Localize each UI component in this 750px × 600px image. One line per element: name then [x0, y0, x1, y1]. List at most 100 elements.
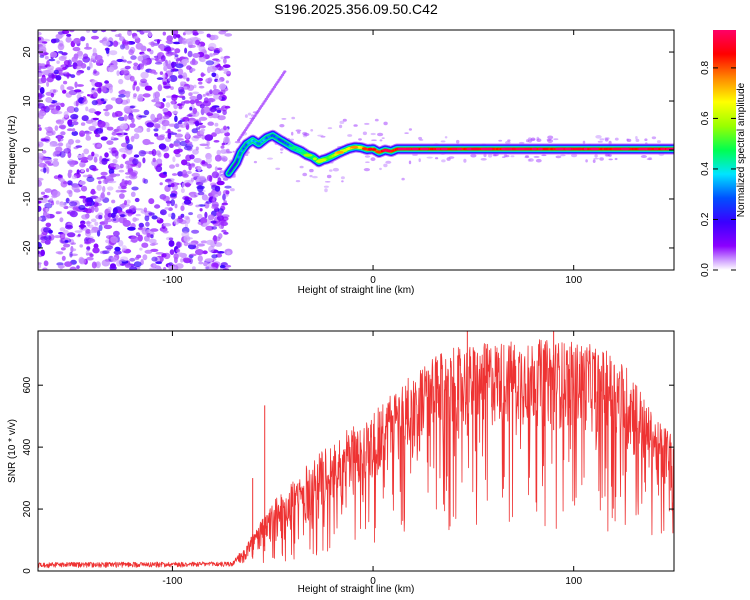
noise-blob	[42, 38, 51, 42]
faint-speck	[480, 158, 487, 161]
noise-blob	[203, 106, 211, 114]
noise-blob	[55, 211, 61, 215]
faint-speck	[365, 161, 370, 163]
colorbar-ticks: 0.0 0.2 0.4 0.6 0.8	[700, 61, 736, 277]
noise-blob	[38, 158, 42, 164]
noise-blob	[160, 209, 167, 216]
ridge-hotspot	[423, 147, 429, 151]
noise-blob	[55, 200, 60, 205]
noise-blob	[223, 231, 229, 235]
diagonal-streak-dot	[280, 73, 285, 77]
noise-blob	[202, 250, 208, 255]
ridge-hotspot	[538, 147, 543, 151]
faint-speck	[295, 180, 301, 183]
noise-blob	[59, 202, 67, 208]
noise-blob	[222, 178, 229, 181]
faint-speck	[309, 174, 313, 178]
noise-blob	[202, 100, 211, 107]
noise-blob	[91, 100, 98, 106]
faint-speck	[646, 158, 653, 161]
noise-blob	[38, 92, 43, 100]
ridge-hotspot	[456, 147, 463, 151]
noise-blob	[174, 133, 183, 138]
noise-blob	[189, 99, 196, 105]
noise-blob	[167, 128, 171, 134]
noise-blob	[195, 204, 200, 208]
noise-blob	[106, 191, 111, 196]
faint-speck	[404, 132, 409, 135]
noise-blob	[177, 215, 183, 219]
noise-blob	[168, 77, 172, 82]
noise-blob	[196, 213, 203, 219]
noise-blob	[151, 256, 158, 262]
noise-blob	[44, 55, 49, 60]
noise-blob	[104, 152, 109, 158]
faint-speck	[279, 124, 285, 128]
x-tick-label: 100	[565, 275, 582, 286]
noise-blob	[89, 229, 95, 234]
noise-blob	[53, 69, 59, 75]
noise-blob	[116, 132, 122, 136]
faint-speck	[266, 157, 274, 160]
noise-blob	[38, 141, 44, 148]
noise-blob	[159, 226, 168, 232]
noise-blob	[93, 92, 98, 98]
noise-blob	[93, 69, 97, 74]
noise-blob	[75, 145, 83, 148]
noise-blob	[208, 245, 215, 253]
noise-blob	[172, 33, 177, 39]
noise-blob	[92, 165, 97, 172]
noise-blob	[136, 254, 142, 259]
diagonal-streak-dot	[283, 70, 287, 73]
ridge-hotspot	[435, 147, 441, 151]
noise-blob	[86, 176, 95, 183]
noise-blob	[102, 185, 106, 193]
noise-blob	[96, 184, 102, 191]
noise-blob	[165, 40, 171, 44]
noise-blob	[202, 222, 209, 227]
noise-blob	[175, 263, 184, 269]
noise-blob	[71, 242, 76, 245]
ridge-hotspot	[362, 147, 368, 151]
faint-speck	[608, 158, 613, 161]
noise-blob	[157, 39, 160, 44]
noise-blob	[96, 143, 102, 148]
noise-blob	[93, 156, 98, 163]
noise-blob	[141, 242, 149, 248]
noise-blob	[74, 81, 78, 88]
spectrogram-y-label: Frequency (Hz)	[7, 116, 18, 185]
noise-blob	[185, 237, 194, 240]
ridge-hotspot	[511, 147, 516, 151]
noise-blob	[132, 83, 136, 91]
noise-blob	[89, 253, 94, 257]
noise-blob	[84, 46, 92, 50]
faint-speck	[592, 159, 596, 164]
noise-blob	[86, 66, 91, 71]
noise-blob	[92, 247, 100, 254]
noise-blob	[120, 44, 125, 50]
noise-blob	[187, 242, 196, 245]
faint-speck	[463, 158, 467, 163]
x-tick-label: 100	[565, 576, 582, 587]
faint-speck	[426, 156, 433, 159]
colorbar-tick-label: 0.8	[700, 61, 711, 75]
noise-blob	[133, 35, 139, 39]
noise-blob	[57, 142, 64, 147]
noise-blob	[122, 42, 131, 45]
noise-blob	[45, 130, 54, 136]
faint-speck	[297, 131, 301, 134]
noise-blob	[102, 250, 110, 255]
snr-frame	[37, 330, 675, 572]
noise-blob	[78, 180, 86, 185]
noise-blob	[132, 65, 139, 71]
noise-blob	[186, 84, 195, 91]
noise-blob	[223, 55, 231, 59]
noise-blob	[191, 229, 200, 234]
faint-speck	[353, 124, 358, 127]
noise-blob	[184, 182, 191, 188]
noise-blob	[154, 204, 161, 209]
x-tick-label: -100	[162, 275, 182, 286]
noise-blob	[147, 142, 155, 145]
faint-speck	[232, 150, 235, 153]
noise-blob	[48, 58, 56, 62]
